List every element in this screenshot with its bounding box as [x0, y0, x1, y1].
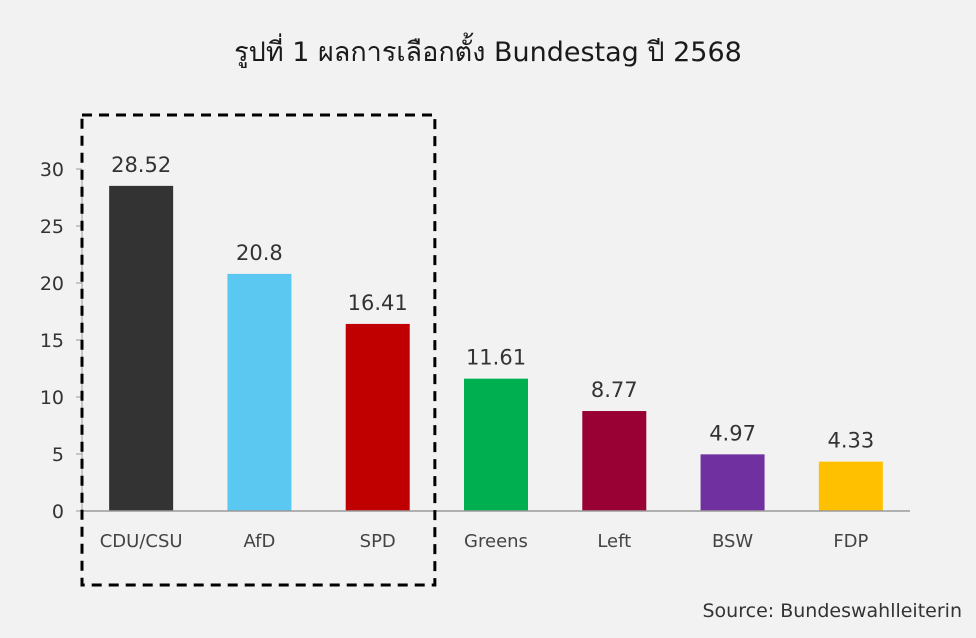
data-label: 11.61: [466, 346, 526, 370]
y-tick-label: 30: [40, 159, 64, 181]
source-note: Source: Bundeswahlleiterin: [702, 600, 963, 622]
y-tick-label: 10: [40, 387, 64, 409]
y-tick-label: 15: [40, 330, 64, 352]
bar: [345, 323, 410, 511]
x-tick-label: BSW: [712, 531, 753, 552]
data-label: 20.8: [236, 241, 283, 265]
x-tick-label: SPD: [360, 531, 396, 552]
bar: [109, 185, 174, 511]
y-tick-label: 20: [40, 273, 64, 295]
bar: [818, 461, 883, 511]
x-tick-label: Greens: [464, 531, 528, 552]
bar: [700, 454, 765, 511]
data-label: 8.77: [591, 378, 638, 402]
bar: [464, 378, 528, 511]
data-label: 16.41: [348, 291, 408, 315]
data-label: 4.33: [827, 429, 874, 453]
chart-title: รูปที่ 1 ผลการเลือกตั้ง Bundestag ปี 256…: [234, 37, 742, 68]
y-tick-label: 0: [52, 501, 64, 523]
y-tick-label: 5: [52, 444, 64, 466]
data-label: 28.52: [111, 153, 171, 177]
data-label: 4.97: [709, 421, 756, 445]
x-tick-label: AfD: [243, 531, 275, 552]
x-tick-label: FDP: [833, 531, 868, 552]
bar: [582, 411, 647, 511]
x-tick-label: Left: [597, 531, 631, 552]
x-tick-label: CDU/CSU: [100, 531, 183, 552]
y-tick-label: 25: [40, 216, 64, 238]
bar: [227, 273, 292, 511]
highlight-dashed-box: [80, 113, 437, 587]
